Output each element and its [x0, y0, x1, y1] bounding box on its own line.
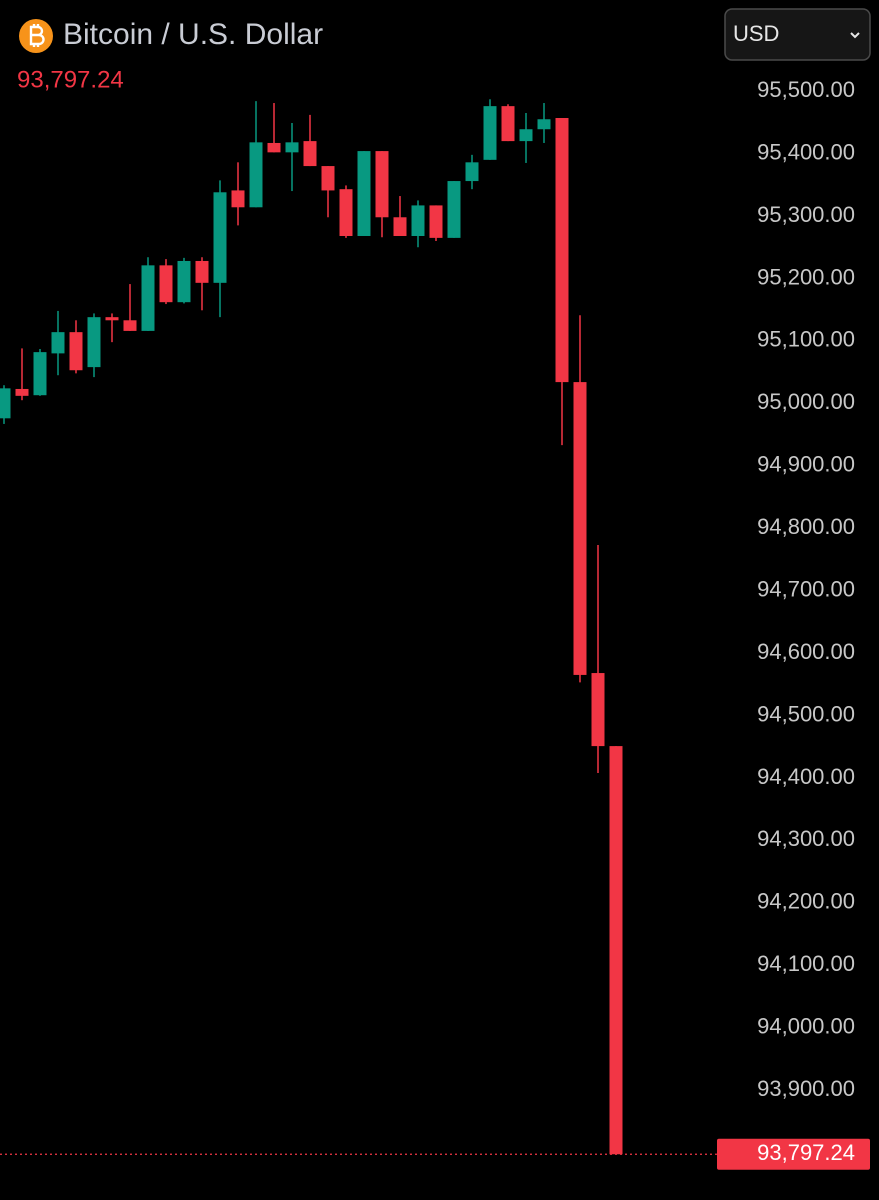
candle-body	[501, 106, 515, 142]
candle-body	[141, 265, 155, 331]
candle-body	[51, 332, 65, 354]
bitcoin-logo-glyph	[29, 24, 45, 47]
candle-body	[555, 118, 569, 383]
candle-body	[231, 190, 245, 208]
y-tick-label: 95,300.00	[757, 202, 855, 227]
candle-body	[105, 317, 119, 321]
candle-body	[33, 352, 47, 396]
y-tick-label: 95,100.00	[757, 327, 855, 352]
candle-body	[591, 673, 605, 747]
candle-body	[177, 260, 191, 303]
last-price-tag	[717, 1138, 870, 1170]
y-tick-label: 94,800.00	[757, 514, 855, 539]
candle-body	[573, 382, 587, 675]
y-tick-label: 95,400.00	[757, 139, 855, 164]
y-tick-label: 94,100.00	[757, 951, 855, 976]
candle-body	[519, 129, 533, 142]
candle-body	[609, 746, 623, 1155]
y-tick-label: 95,000.00	[757, 389, 855, 414]
candle-body	[483, 106, 497, 160]
candle-body	[87, 317, 101, 368]
y-tick-label: 94,500.00	[757, 701, 855, 726]
candle-body	[159, 265, 173, 303]
candle-body	[285, 142, 299, 153]
candle-body	[537, 119, 551, 130]
candle-body	[15, 388, 29, 396]
candle-body	[447, 181, 461, 238]
y-tick-label: 95,500.00	[757, 77, 855, 102]
candle-body	[69, 332, 83, 371]
y-tick-label: 94,600.00	[757, 639, 855, 664]
candle-body	[267, 142, 281, 153]
header-price: 93,797.24	[17, 66, 124, 93]
y-tick-label: 94,000.00	[757, 1013, 855, 1038]
chevron-icon[interactable]	[850, 32, 860, 39]
candle-body	[465, 162, 479, 182]
candle-body	[375, 151, 389, 218]
candle-body	[411, 205, 425, 237]
y-tick-label: 94,300.00	[757, 826, 855, 851]
y-tick-label: 95,200.00	[757, 264, 855, 289]
currency-select[interactable]	[724, 8, 871, 61]
plot: 95,500.00 95,400.00 95,300.00 95,200.00 95,1…	[0, 77, 874, 1155]
y-tick-label: 94,700.00	[757, 576, 855, 601]
candle-body	[213, 192, 227, 283]
last-price-label: 93,797.24	[757, 1140, 855, 1165]
candle-body	[339, 189, 353, 237]
candle-body	[123, 320, 137, 331]
candle-body	[357, 151, 371, 237]
candle-body	[429, 205, 443, 238]
y-tick-label: 93,900.00	[757, 1076, 855, 1101]
candle-body	[0, 388, 11, 419]
candle-body	[303, 141, 317, 167]
chart-title: Bitcoin / U.S. Dollar	[63, 18, 323, 51]
y-tick-label: 94,200.00	[757, 889, 855, 914]
y-tick-label: 94,400.00	[757, 764, 855, 789]
currency-label[interactable]: USD	[733, 21, 779, 46]
candle-body	[249, 142, 263, 208]
candle-body	[393, 217, 407, 237]
candle-body	[321, 166, 335, 191]
y-tick-label: 94,900.00	[757, 452, 855, 477]
candle-body	[195, 260, 209, 283]
